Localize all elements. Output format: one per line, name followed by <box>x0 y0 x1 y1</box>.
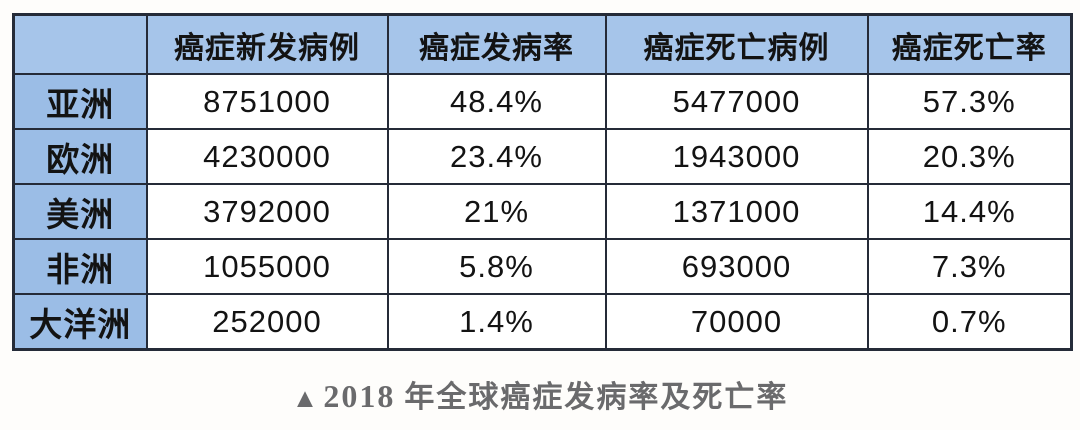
data-cell: 57.3% <box>866 73 1073 130</box>
row-header-americas: 美洲 <box>12 183 148 240</box>
data-cell: 5477000 <box>604 73 869 130</box>
data-cell: 21% <box>386 183 607 240</box>
caption-year: 2018 <box>323 378 396 414</box>
column-header-incidence-rate: 癌症发病率 <box>386 13 607 75</box>
header-row: 癌症新发病例 癌症发病率 癌症死亡病例 癌症死亡率 <box>12 13 1073 75</box>
caption-text: 年全球癌症发病率及死亡率 <box>404 381 789 414</box>
data-cell: 8751000 <box>145 73 389 130</box>
data-cell: 20.3% <box>866 128 1073 185</box>
table-row-africa: 非洲 1055000 5.8% 693000 7.3% <box>12 238 1073 295</box>
data-cell: 70000 <box>604 293 869 351</box>
table-caption: ▲ 2018 年全球癌症发病率及死亡率 <box>0 372 1080 416</box>
corner-cell <box>12 13 148 75</box>
column-header-deaths: 癌症死亡病例 <box>604 13 869 75</box>
data-cell: 1943000 <box>604 128 869 185</box>
data-cell: 0.7% <box>866 293 1073 351</box>
data-cell: 14.4% <box>866 183 1073 240</box>
data-cell: 23.4% <box>386 128 607 185</box>
data-cell: 3792000 <box>145 183 389 240</box>
column-header-new-cases: 癌症新发病例 <box>145 13 389 75</box>
table-row-americas: 美洲 3792000 21% 1371000 14.4% <box>12 183 1073 240</box>
data-cell: 1055000 <box>145 238 389 295</box>
cancer-statistics-table: 癌症新发病例 癌症发病率 癌症死亡病例 癌症死亡率 亚洲 8751000 48.… <box>12 13 1073 351</box>
table-row-asia: 亚洲 8751000 48.4% 5477000 57.3% <box>12 73 1073 130</box>
data-cell: 7.3% <box>866 238 1073 295</box>
data-cell: 4230000 <box>145 128 389 185</box>
data-cell: 5.8% <box>386 238 607 295</box>
column-header-mortality-rate: 癌症死亡率 <box>866 13 1073 75</box>
data-cell: 693000 <box>604 238 869 295</box>
row-header-europe: 欧洲 <box>12 128 148 185</box>
row-header-asia: 亚洲 <box>12 73 148 130</box>
row-header-oceania: 大洋洲 <box>12 293 148 351</box>
table-row-oceania: 大洋洲 252000 1.4% 70000 0.7% <box>12 293 1073 351</box>
table-row-europe: 欧洲 4230000 23.4% 1943000 20.3% <box>12 128 1073 185</box>
data-cell: 1371000 <box>604 183 869 240</box>
triangle-marker-icon: ▲ <box>291 383 319 413</box>
row-header-africa: 非洲 <box>12 238 148 295</box>
data-cell: 252000 <box>145 293 389 351</box>
data-cell: 1.4% <box>386 293 607 351</box>
data-cell: 48.4% <box>386 73 607 130</box>
